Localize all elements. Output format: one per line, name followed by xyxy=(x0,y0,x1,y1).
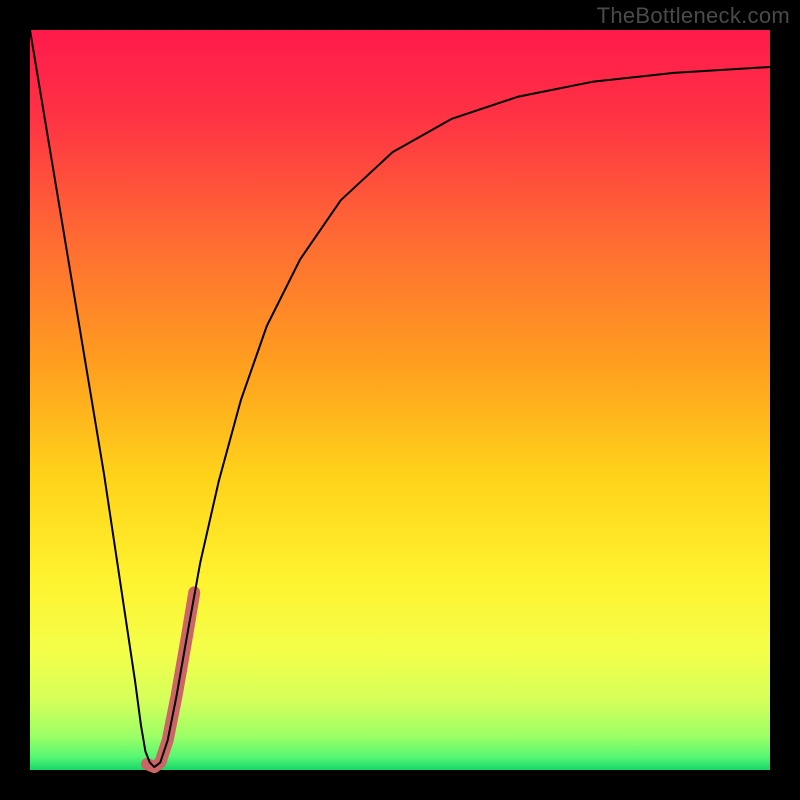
chart-stage: TheBottleneck.com xyxy=(0,0,800,800)
watermark-text: TheBottleneck.com xyxy=(597,3,790,29)
plot-area xyxy=(30,30,770,770)
bottleneck-chart-svg xyxy=(0,0,800,800)
